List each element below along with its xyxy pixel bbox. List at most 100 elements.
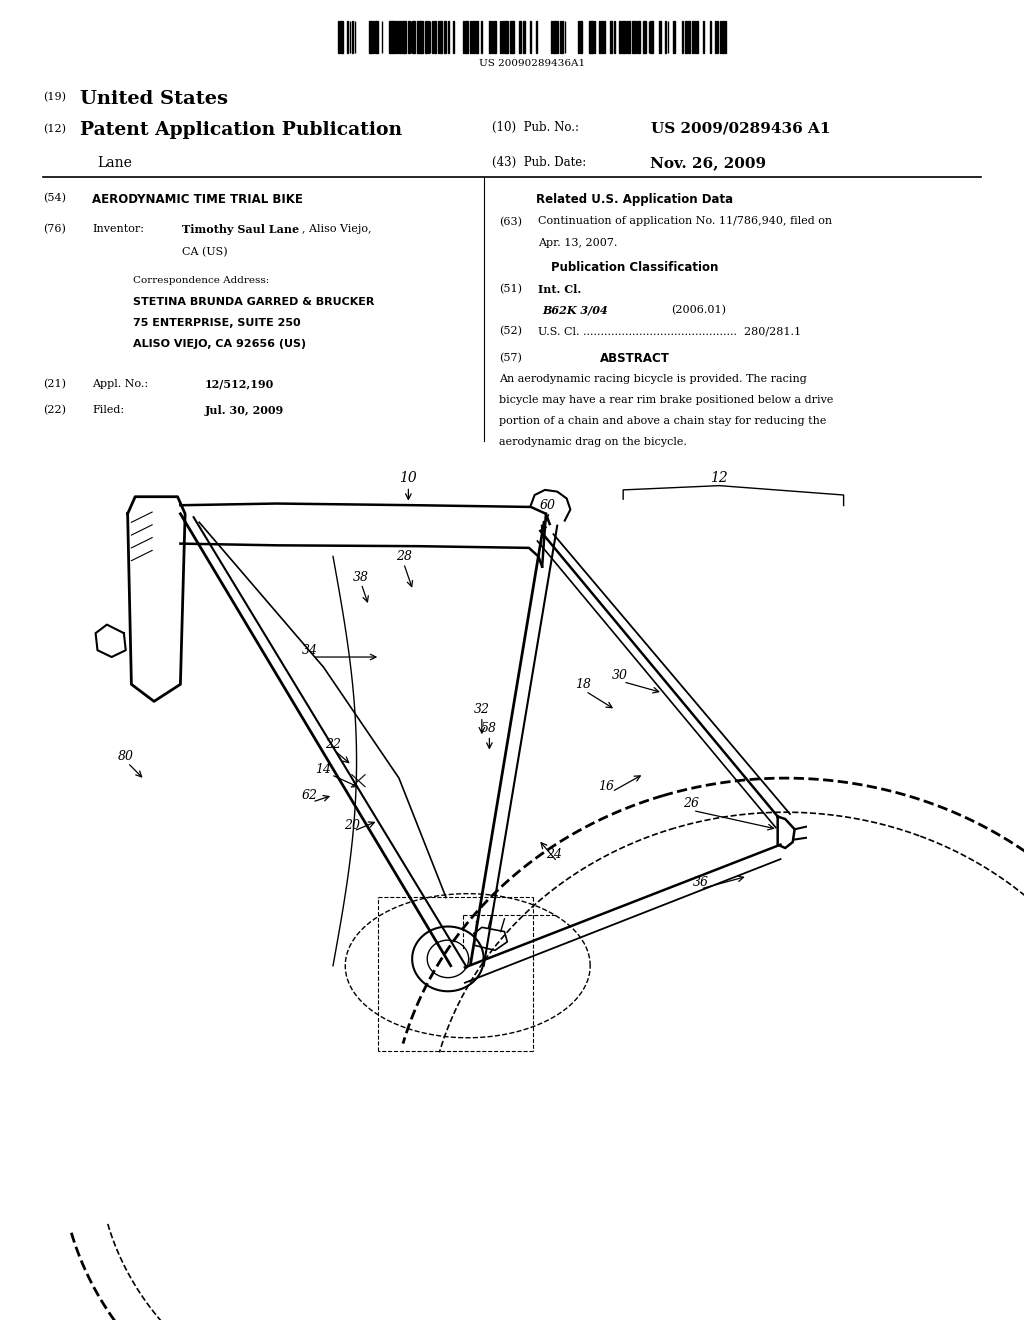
Bar xyxy=(722,21,724,53)
Bar xyxy=(589,21,591,53)
Bar xyxy=(504,21,506,53)
Bar xyxy=(673,21,675,53)
Text: An aerodynamic racing bicycle is provided. The racing: An aerodynamic racing bicycle is provide… xyxy=(499,374,807,384)
Bar xyxy=(581,21,583,53)
Bar xyxy=(513,21,514,53)
Text: 58: 58 xyxy=(480,722,497,735)
Text: US 20090289436A1: US 20090289436A1 xyxy=(479,59,586,69)
Bar xyxy=(412,21,415,53)
Text: 36: 36 xyxy=(692,875,709,888)
Text: U.S. Cl. ............................................  280/281.1: U.S. Cl. ...............................… xyxy=(538,326,801,337)
Bar xyxy=(523,21,525,53)
Bar xyxy=(502,21,503,53)
Text: AERODYNAMIC TIME TRIAL BIKE: AERODYNAMIC TIME TRIAL BIKE xyxy=(92,193,303,206)
Text: Appl. No.:: Appl. No.: xyxy=(92,379,148,389)
Bar xyxy=(425,21,427,53)
Text: bicycle may have a rear rim brake positioned below a drive: bicycle may have a rear rim brake positi… xyxy=(499,395,834,405)
Text: Nov. 26, 2009: Nov. 26, 2009 xyxy=(650,156,766,170)
Text: (22): (22) xyxy=(43,405,66,416)
Text: portion of a chain and above a chain stay for reducing the: portion of a chain and above a chain sta… xyxy=(499,416,826,426)
Text: 32: 32 xyxy=(474,704,489,717)
Bar xyxy=(495,21,496,53)
Bar xyxy=(632,21,635,53)
Text: Continuation of application No. 11/786,940, filed on: Continuation of application No. 11/786,9… xyxy=(538,216,831,227)
Bar xyxy=(553,21,556,53)
Text: CA (US): CA (US) xyxy=(182,247,228,257)
Bar xyxy=(594,21,595,53)
Bar xyxy=(489,21,492,53)
Text: 38: 38 xyxy=(353,572,370,585)
Text: (21): (21) xyxy=(43,379,66,389)
Bar xyxy=(465,21,468,53)
Text: aerodynamic drag on the bicycle.: aerodynamic drag on the bicycle. xyxy=(499,437,686,447)
Text: 16: 16 xyxy=(598,780,614,793)
Text: , Aliso Viejo,: , Aliso Viejo, xyxy=(302,224,372,235)
Bar xyxy=(420,21,423,53)
Bar xyxy=(650,21,651,53)
Bar xyxy=(392,21,395,53)
Text: Timothy Saul Lane: Timothy Saul Lane xyxy=(182,224,299,235)
Bar xyxy=(659,21,662,53)
Text: 14: 14 xyxy=(315,763,332,776)
Text: (43)  Pub. Date:: (43) Pub. Date: xyxy=(492,156,586,169)
Text: 12/512,190: 12/512,190 xyxy=(205,379,274,389)
Text: 24: 24 xyxy=(547,849,562,862)
Bar xyxy=(434,21,436,53)
Text: ALISO VIEJO, CA 92656 (US): ALISO VIEJO, CA 92656 (US) xyxy=(133,339,306,350)
Text: 80: 80 xyxy=(118,750,134,763)
Bar xyxy=(402,21,406,53)
Text: 60: 60 xyxy=(540,499,556,512)
Text: (57): (57) xyxy=(499,352,521,363)
Bar xyxy=(624,21,625,53)
Text: 26: 26 xyxy=(683,797,699,810)
Text: 12: 12 xyxy=(711,471,728,484)
Bar xyxy=(688,21,690,53)
Bar xyxy=(439,21,441,53)
Bar xyxy=(591,21,593,53)
Text: 28: 28 xyxy=(395,550,412,562)
Bar xyxy=(620,21,621,53)
Text: Int. Cl.: Int. Cl. xyxy=(538,284,581,294)
Text: Patent Application Publication: Patent Application Publication xyxy=(80,121,402,140)
Text: Apr. 13, 2007.: Apr. 13, 2007. xyxy=(538,238,617,248)
Text: 34: 34 xyxy=(301,644,317,657)
Bar xyxy=(559,21,561,53)
Text: 10: 10 xyxy=(399,471,417,484)
Bar xyxy=(601,21,603,53)
Bar xyxy=(409,21,410,53)
Text: (2006.01): (2006.01) xyxy=(671,305,726,315)
Text: 18: 18 xyxy=(574,677,591,690)
Bar xyxy=(610,21,612,53)
Text: ABSTRACT: ABSTRACT xyxy=(600,352,670,366)
Bar xyxy=(444,21,446,53)
Bar xyxy=(340,21,343,53)
Text: (51): (51) xyxy=(499,284,521,294)
Text: (54): (54) xyxy=(43,193,66,203)
Text: United States: United States xyxy=(80,90,228,108)
Bar xyxy=(643,21,645,53)
Bar xyxy=(453,21,454,53)
Text: (19): (19) xyxy=(43,92,66,103)
Text: 62: 62 xyxy=(301,788,317,801)
Bar xyxy=(389,21,392,53)
Bar xyxy=(628,21,630,53)
Bar xyxy=(347,21,348,53)
Text: Lane: Lane xyxy=(97,156,132,170)
Text: (63): (63) xyxy=(499,216,521,227)
Text: 30: 30 xyxy=(612,669,629,682)
Bar xyxy=(665,21,667,53)
Text: B62K 3/04: B62K 3/04 xyxy=(543,305,608,315)
Bar xyxy=(725,21,726,53)
Bar xyxy=(506,21,508,53)
Text: 22: 22 xyxy=(325,738,341,751)
Bar xyxy=(638,21,640,53)
Text: Inventor:: Inventor: xyxy=(92,224,144,235)
Text: (52): (52) xyxy=(499,326,521,337)
Text: Filed:: Filed: xyxy=(92,405,124,416)
Bar xyxy=(376,21,378,53)
Bar xyxy=(510,21,513,53)
Bar xyxy=(519,21,520,53)
Text: Related U.S. Application Data: Related U.S. Application Data xyxy=(537,193,733,206)
Bar xyxy=(417,21,420,53)
Bar xyxy=(475,21,478,53)
